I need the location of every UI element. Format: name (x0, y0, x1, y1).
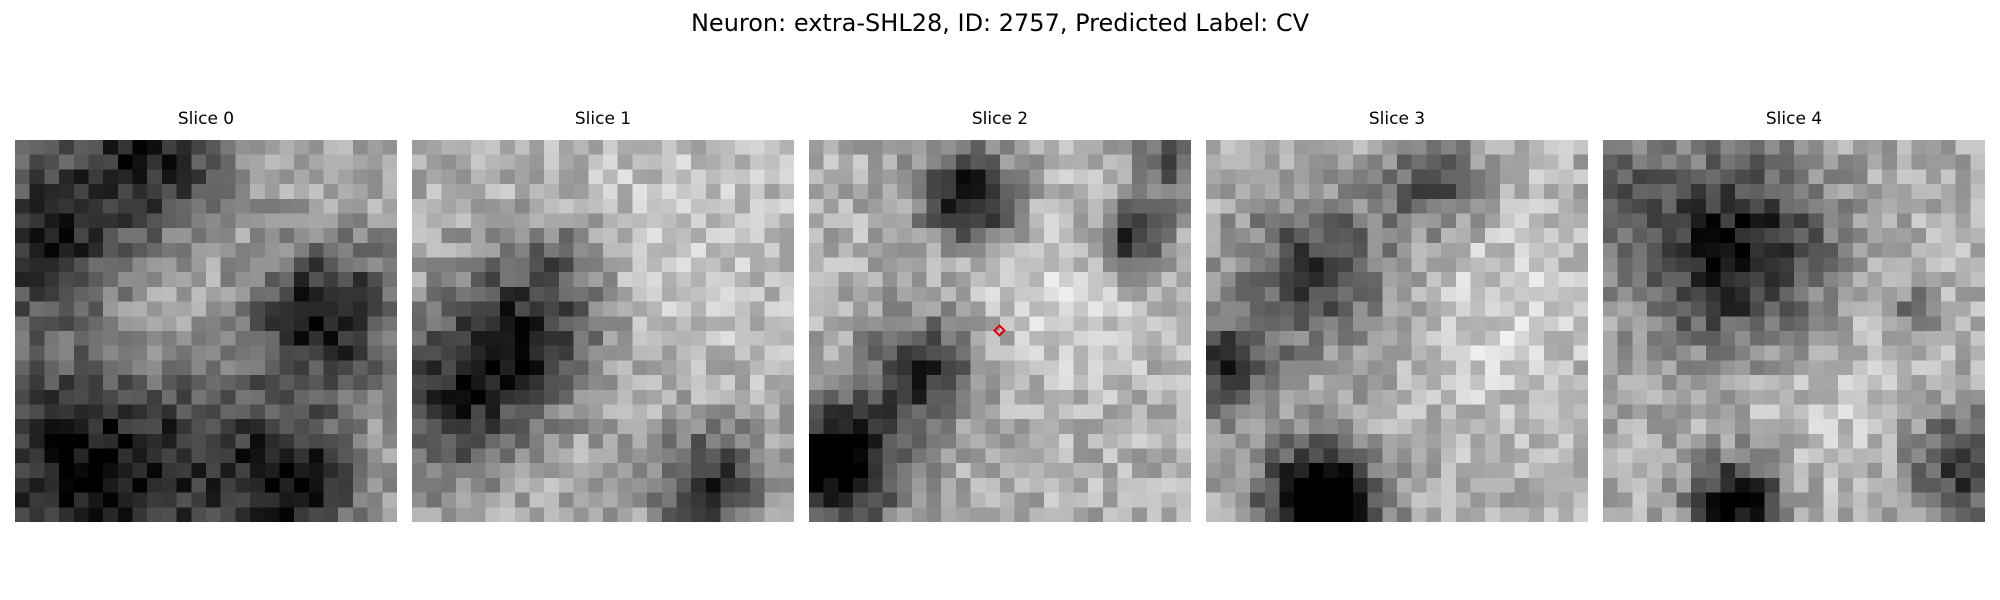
slice-panel-4: Slice 4 (1603, 108, 1985, 522)
slice-panel-2: Slice 2 (809, 108, 1191, 522)
slice-title-1: Slice 1 (574, 109, 632, 129)
slice-image-0 (15, 140, 397, 522)
slice-title-3: Slice 3 (1368, 109, 1426, 129)
slice-title-0: Slice 0 (177, 109, 235, 129)
slice-image-3 (1206, 140, 1588, 522)
slice-panel-0: Slice 0 (15, 108, 397, 522)
slice-image-1 (412, 140, 794, 522)
slice-image-4 (1603, 140, 1985, 522)
slice-panel-1: Slice 1 (412, 108, 794, 522)
slice-panel-3: Slice 3 (1206, 108, 1588, 522)
slice-title-2: Slice 2 (971, 109, 1029, 129)
figure-title: Neuron: extra-SHL28, ID: 2757, Predicted… (690, 9, 1310, 37)
slice-image-2 (809, 140, 1191, 522)
slice-title-4: Slice 4 (1765, 109, 1823, 129)
